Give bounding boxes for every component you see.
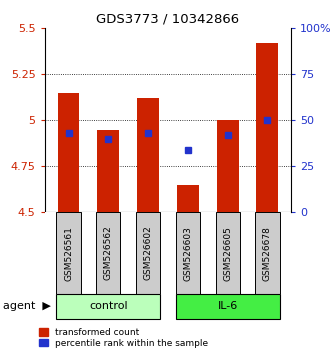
Bar <box>58 93 79 212</box>
FancyBboxPatch shape <box>56 212 81 294</box>
Bar <box>177 185 199 212</box>
Text: GSM526562: GSM526562 <box>104 226 113 280</box>
FancyBboxPatch shape <box>176 212 200 294</box>
FancyBboxPatch shape <box>215 212 240 294</box>
Text: agent  ▶: agent ▶ <box>3 301 51 311</box>
Bar <box>137 98 159 212</box>
FancyBboxPatch shape <box>255 212 280 294</box>
Text: control: control <box>89 301 128 311</box>
FancyBboxPatch shape <box>96 212 120 294</box>
Text: GSM526605: GSM526605 <box>223 225 232 281</box>
FancyBboxPatch shape <box>56 294 160 319</box>
Title: GDS3773 / 10342866: GDS3773 / 10342866 <box>96 13 240 26</box>
Bar <box>97 130 119 212</box>
Text: GSM526678: GSM526678 <box>263 225 272 281</box>
Bar <box>257 43 278 212</box>
Text: GSM526561: GSM526561 <box>64 225 73 281</box>
Text: GSM526602: GSM526602 <box>144 226 153 280</box>
Bar <box>217 120 239 212</box>
Text: IL-6: IL-6 <box>217 301 238 311</box>
Legend: transformed count, percentile rank within the sample: transformed count, percentile rank withi… <box>38 326 210 349</box>
Text: GSM526603: GSM526603 <box>183 225 192 281</box>
FancyBboxPatch shape <box>136 212 160 294</box>
FancyBboxPatch shape <box>176 294 280 319</box>
